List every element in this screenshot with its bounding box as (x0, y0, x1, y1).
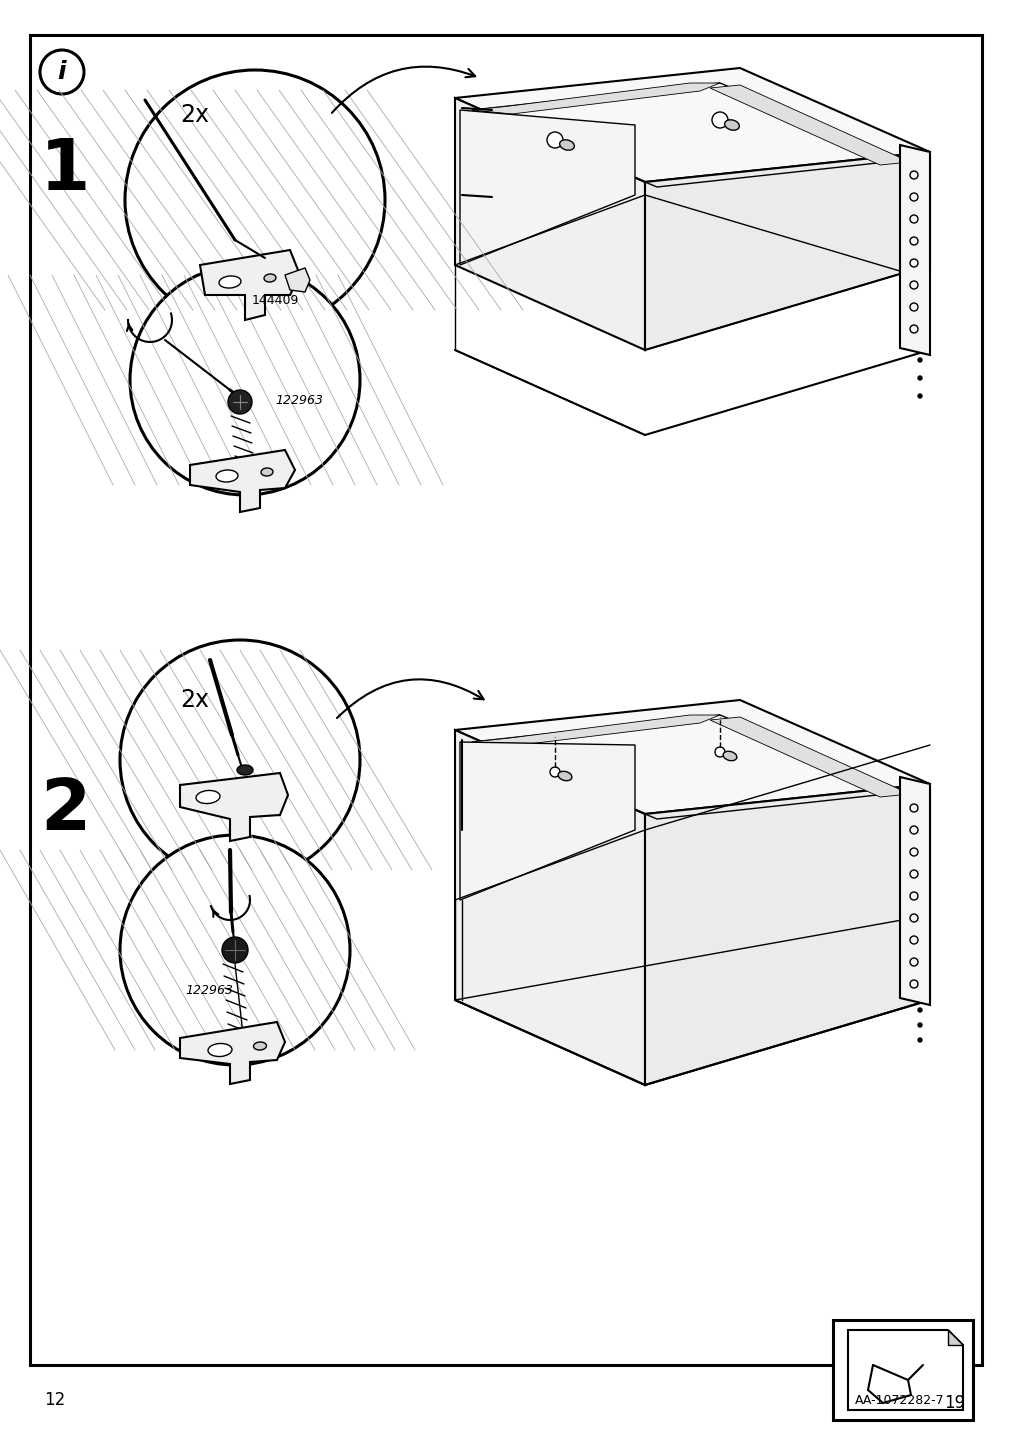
Circle shape (40, 50, 84, 95)
Polygon shape (644, 783, 929, 1085)
Polygon shape (847, 1330, 962, 1411)
Polygon shape (471, 83, 719, 115)
Circle shape (120, 640, 360, 881)
Ellipse shape (559, 140, 574, 150)
Polygon shape (710, 717, 909, 798)
Text: 19: 19 (943, 1393, 964, 1412)
Text: 122963: 122963 (275, 394, 323, 407)
Polygon shape (455, 97, 644, 349)
Polygon shape (899, 145, 929, 355)
Text: i: i (58, 60, 67, 84)
Text: 2x: 2x (180, 103, 209, 127)
Polygon shape (644, 152, 929, 349)
Text: 144409: 144409 (251, 294, 298, 306)
Polygon shape (710, 84, 909, 165)
Ellipse shape (558, 772, 571, 780)
Ellipse shape (723, 752, 736, 760)
Ellipse shape (215, 470, 238, 483)
Polygon shape (455, 730, 644, 1085)
Circle shape (129, 265, 360, 495)
Circle shape (125, 70, 384, 329)
Circle shape (917, 377, 921, 379)
FancyArrowPatch shape (337, 679, 483, 717)
Polygon shape (180, 773, 288, 841)
Polygon shape (947, 1330, 962, 1345)
Circle shape (547, 132, 562, 147)
Circle shape (221, 937, 248, 962)
Polygon shape (460, 742, 634, 899)
Polygon shape (460, 110, 634, 265)
Polygon shape (471, 715, 719, 746)
Text: 2: 2 (39, 776, 90, 845)
Text: 1: 1 (39, 136, 90, 205)
Circle shape (549, 768, 559, 778)
Ellipse shape (261, 468, 273, 475)
Text: 12: 12 (44, 1390, 66, 1409)
Polygon shape (455, 67, 929, 182)
FancyArrowPatch shape (332, 67, 475, 113)
Polygon shape (180, 1022, 285, 1084)
Polygon shape (455, 700, 929, 813)
Text: AA-1072282-7: AA-1072282-7 (854, 1393, 944, 1406)
Circle shape (917, 1008, 921, 1012)
Circle shape (712, 112, 727, 127)
Circle shape (120, 835, 350, 1065)
Ellipse shape (724, 120, 739, 130)
Text: 122963: 122963 (185, 984, 233, 997)
FancyArrowPatch shape (212, 909, 218, 916)
Ellipse shape (218, 276, 241, 288)
Ellipse shape (264, 274, 276, 282)
Polygon shape (899, 778, 929, 1005)
Circle shape (917, 1038, 921, 1042)
Polygon shape (285, 268, 309, 292)
Circle shape (917, 358, 921, 362)
Circle shape (227, 390, 252, 414)
Text: 2x: 2x (180, 687, 209, 712)
Ellipse shape (253, 1042, 266, 1050)
Circle shape (917, 1022, 921, 1027)
Polygon shape (190, 450, 295, 513)
Circle shape (917, 394, 921, 398)
FancyArrowPatch shape (126, 324, 132, 331)
Ellipse shape (196, 790, 219, 803)
Bar (832, 1320, 972, 1421)
Polygon shape (200, 251, 299, 319)
Ellipse shape (237, 765, 253, 775)
Ellipse shape (208, 1044, 232, 1057)
Circle shape (715, 748, 724, 758)
